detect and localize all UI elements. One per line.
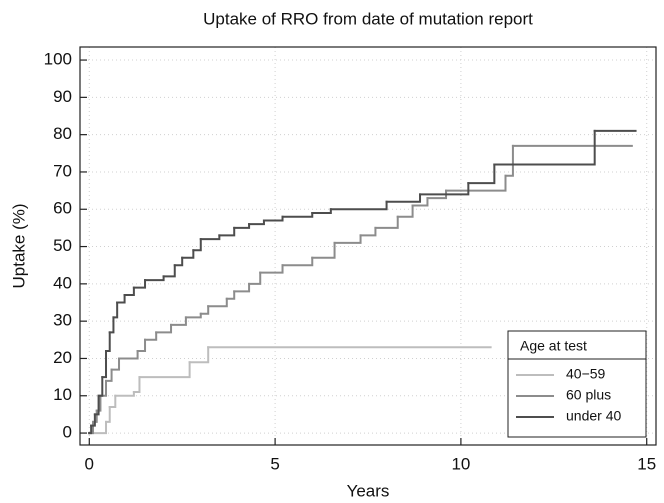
y-tick-label: 70 <box>53 161 72 180</box>
series-step <box>426 189 448 200</box>
y-tick-label: 60 <box>53 199 72 218</box>
series-step <box>504 144 514 177</box>
series-step <box>123 286 135 297</box>
series-step <box>248 219 265 226</box>
series-step <box>207 297 228 308</box>
legend-title: Age at test <box>520 338 587 354</box>
series-step <box>188 346 210 364</box>
series-step <box>90 413 96 427</box>
series-step <box>105 331 111 353</box>
series-step <box>170 316 187 326</box>
series-step <box>108 316 115 334</box>
y-tick-label: 90 <box>53 87 72 106</box>
series-step <box>136 338 147 353</box>
series-step <box>199 305 210 315</box>
series-step <box>233 223 251 229</box>
legend-label: 60 plus <box>566 387 611 403</box>
y-tick-label: 30 <box>53 311 72 330</box>
chart-title: Uptake of RRO from date of mutation repo… <box>203 9 533 28</box>
series-step <box>311 208 332 214</box>
series-step <box>105 368 113 382</box>
series-step <box>155 323 173 334</box>
y-tick-label: 100 <box>44 50 72 69</box>
y-tick-label: 40 <box>53 273 72 292</box>
series-step <box>411 197 429 207</box>
series-step <box>181 249 195 259</box>
series-step <box>162 264 176 278</box>
series-step <box>396 204 414 218</box>
series-step <box>184 312 202 319</box>
series-step <box>105 405 111 423</box>
series-step <box>144 331 158 341</box>
legend-box <box>507 330 647 438</box>
series-step <box>329 200 388 211</box>
plot-frame <box>79 46 657 446</box>
series-step <box>173 256 184 267</box>
y-tick-label: 10 <box>53 385 72 404</box>
legend-label: under 40 <box>566 408 621 424</box>
y-tick-label: 50 <box>53 236 72 255</box>
series-step <box>233 282 251 293</box>
x-tick-label: 15 <box>637 454 656 473</box>
legend: Age at test 40−59 60 plus under 40 <box>507 330 647 438</box>
y-tick-label: 20 <box>53 348 72 367</box>
series-step <box>97 376 104 397</box>
series-step <box>144 275 165 282</box>
y-axis-label: Uptake (%) <box>9 203 28 288</box>
series-step <box>493 129 596 166</box>
series-step <box>132 376 141 394</box>
series-step <box>192 238 202 252</box>
series-step <box>118 350 139 360</box>
series-step <box>374 215 399 229</box>
series-step <box>88 424 93 435</box>
series-step <box>110 357 121 371</box>
x-tick-label: 0 <box>85 454 94 473</box>
series-step <box>259 264 284 274</box>
series-step <box>281 211 314 218</box>
series-step <box>112 301 119 319</box>
x-axis-label: Years <box>347 481 390 500</box>
series-step <box>467 163 496 185</box>
x-tick-label: 5 <box>270 454 279 473</box>
series-step <box>218 226 236 237</box>
series-step <box>248 271 262 285</box>
series-step <box>116 294 126 304</box>
series-step <box>419 182 470 196</box>
legend-label: 40−59 <box>566 366 606 382</box>
series-step <box>138 361 191 379</box>
x-tick-label: 10 <box>451 454 470 473</box>
series-step <box>311 241 336 259</box>
series-step <box>199 234 221 241</box>
series-step <box>132 279 147 289</box>
series-step <box>385 193 422 203</box>
y-tick-label: 80 <box>53 124 72 143</box>
series-step <box>93 394 100 416</box>
series-step <box>333 234 362 244</box>
series-step <box>101 350 108 379</box>
series-step <box>281 256 314 267</box>
series-step <box>225 290 236 300</box>
series-step <box>108 394 117 408</box>
series-step <box>262 215 284 222</box>
series-step <box>359 226 377 237</box>
series-step <box>88 420 108 435</box>
y-tick-label: 0 <box>63 423 72 442</box>
series-step <box>114 391 135 397</box>
series-step <box>445 174 507 192</box>
